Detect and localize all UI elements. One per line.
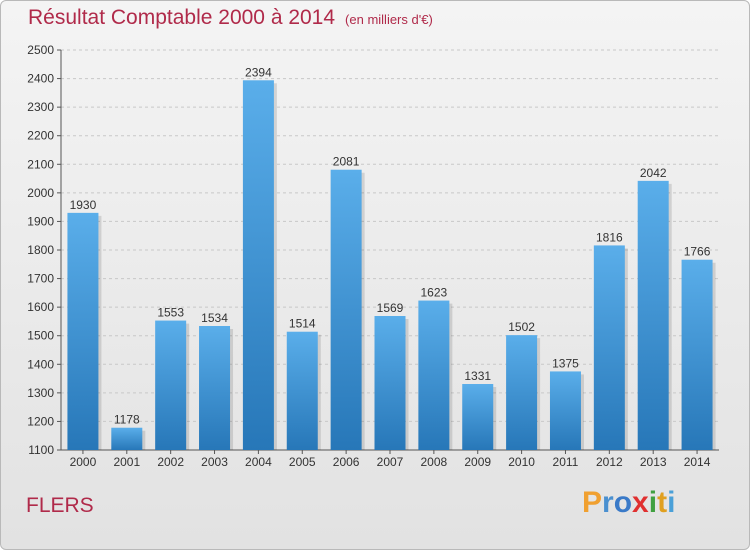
data-label: 1178: [114, 413, 140, 427]
y-tick-label: 2500: [27, 43, 54, 57]
y-tick-label: 2400: [27, 72, 54, 86]
logo-letter: r: [602, 486, 614, 519]
x-tick-label: 2014: [684, 455, 711, 469]
x-tick-label: 2002: [157, 455, 184, 469]
y-tick-label: 1600: [27, 300, 54, 314]
bar: [549, 371, 581, 450]
x-tick-label: 2009: [464, 455, 491, 469]
logo-letter: i: [648, 486, 658, 519]
y-tick-label: 1800: [27, 243, 54, 257]
data-label: 1534: [201, 311, 228, 325]
title-text: Résultat Comptable 2000 à 2014: [28, 6, 336, 29]
y-tick-label: 1700: [27, 272, 54, 286]
y-tick-label: 1200: [27, 414, 54, 428]
y-tick-label: 2100: [27, 157, 54, 171]
chart-subtitle: (en milliers d'€): [345, 12, 433, 27]
data-label: 1816: [596, 230, 623, 244]
x-tick-label: 2006: [333, 455, 360, 469]
chart-title: Résultat Comptable 2000 à 2014 (en millie…: [28, 6, 433, 30]
bar: [637, 180, 669, 450]
logo-letter: i: [667, 486, 676, 519]
bar: [418, 300, 450, 450]
city-name: FLERS: [26, 494, 94, 517]
data-label: 2394: [245, 65, 272, 79]
data-label: 1375: [552, 356, 579, 370]
x-tick-label: 2010: [508, 455, 535, 469]
x-tick-label: 2000: [70, 455, 97, 469]
data-label: 1623: [421, 286, 448, 300]
logo-letter: P: [582, 486, 603, 519]
x-tick-label: 2013: [640, 455, 667, 469]
data-label: 2042: [640, 166, 667, 180]
x-tick-label: 2004: [245, 455, 272, 469]
y-tick-label: 2200: [27, 129, 54, 143]
x-tick-label: 2008: [421, 455, 448, 469]
logo-letter: x: [632, 486, 649, 519]
bar: [330, 169, 362, 450]
x-tick-label: 2003: [201, 455, 228, 469]
labels: 1100 1200 1300 1400 1500 1600 1700 1800 1900 2000…: [27, 43, 710, 469]
y-tick-label: 1300: [27, 386, 54, 400]
bar: [681, 259, 713, 450]
proxiti-logo[interactable]: Proxiti: [582, 486, 675, 520]
data-label: 1930: [70, 198, 97, 212]
bar: [111, 427, 143, 450]
bar: [506, 335, 538, 450]
y-tick-label: 1500: [27, 329, 54, 343]
bar: [67, 212, 99, 450]
bar: [199, 326, 231, 450]
x-tick-label: 2007: [377, 455, 404, 469]
x-tick-label: 2012: [596, 455, 623, 469]
bar: [593, 245, 625, 450]
data-label: 1331: [464, 369, 491, 383]
x-tick-label: 2001: [113, 455, 140, 469]
data-label: 1569: [377, 301, 404, 315]
bar: [462, 384, 494, 450]
data-label: 1502: [508, 320, 535, 334]
y-tick-label: 2000: [27, 186, 54, 200]
bar: [286, 331, 318, 450]
logo-letter: t: [657, 486, 668, 519]
y-tick-label: 2300: [27, 100, 54, 114]
bars: [67, 80, 716, 451]
y-tick-label: 1100: [28, 443, 54, 457]
x-tick-label: 2011: [553, 455, 579, 469]
y-tick-label: 1400: [27, 357, 54, 371]
y-tick-label: 1900: [27, 214, 54, 228]
data-label: 2081: [333, 155, 360, 169]
x-tick-label: 2005: [289, 455, 316, 469]
bar: [155, 320, 187, 450]
data-label: 1514: [289, 317, 316, 331]
data-label: 1766: [684, 245, 711, 259]
bar: [374, 316, 406, 450]
bar: [242, 80, 274, 451]
logo-letter: o: [613, 486, 633, 519]
data-label: 1553: [157, 306, 184, 320]
